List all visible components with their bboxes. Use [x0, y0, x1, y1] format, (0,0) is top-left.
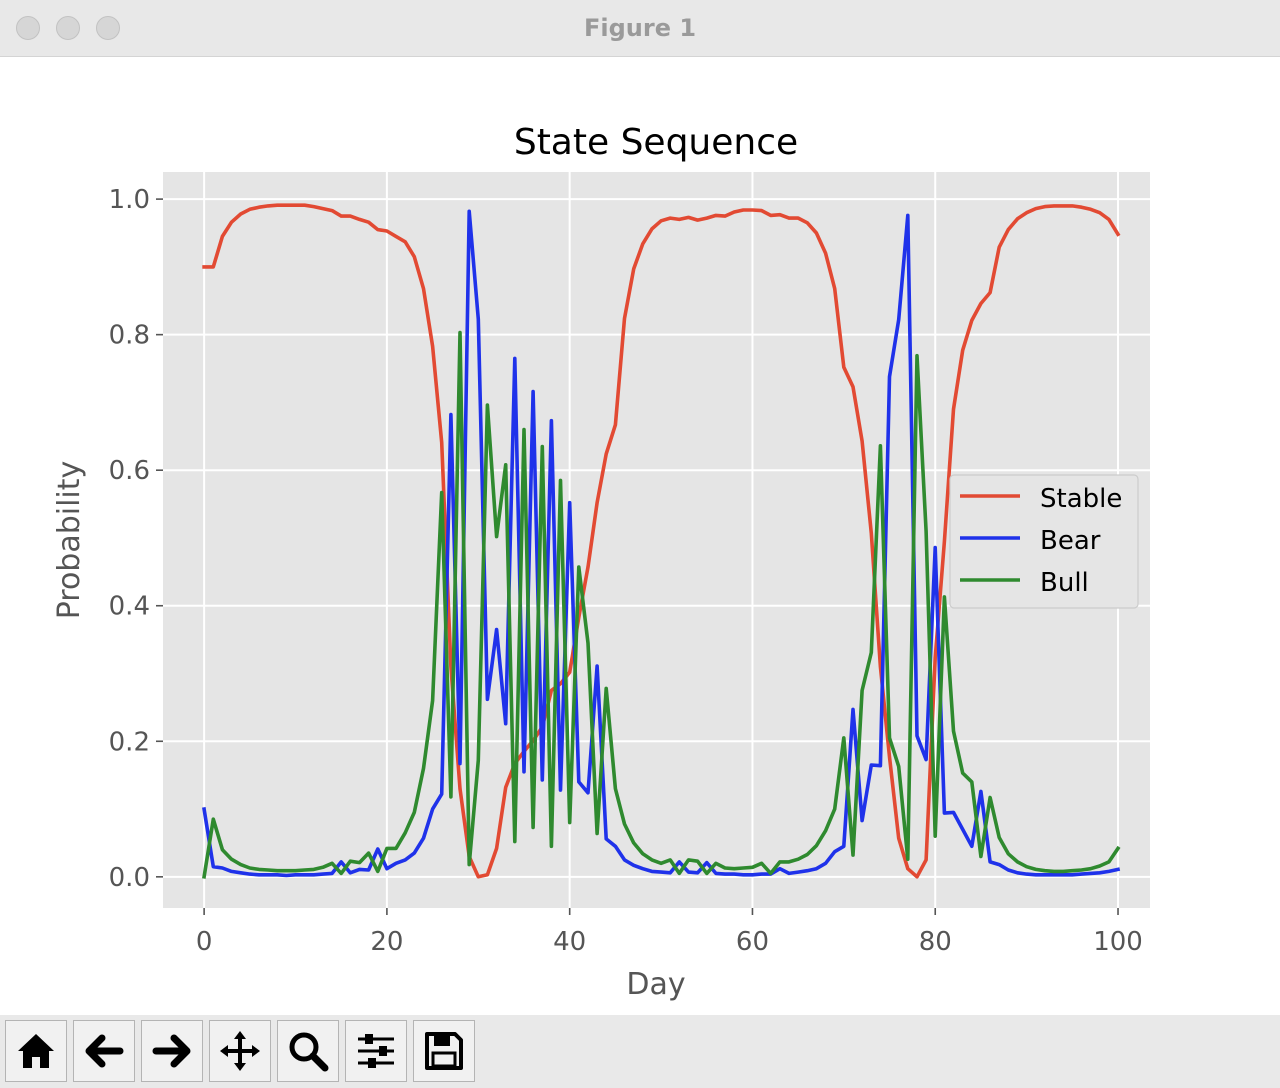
x-tick-label: 100 — [1093, 927, 1143, 957]
x-axis-label: Day — [626, 967, 685, 1002]
x-tick-label: 80 — [919, 927, 952, 957]
zoom-window-button[interactable] — [96, 16, 120, 40]
x-tick-label: 60 — [736, 927, 769, 957]
home-icon — [18, 1034, 54, 1068]
legend: Stable Bear Bull — [949, 474, 1139, 609]
legend-label-bull: Bull — [1040, 568, 1089, 598]
figure-canvas[interactable]: 0 20 40 60 80 100 0.0 0.2 0.4 0.6 0.8 1.0 State Se… — [0, 57, 1280, 1015]
legend-box — [949, 474, 1139, 609]
back-button[interactable] — [73, 1020, 135, 1082]
y-tick-label: 1.0 — [109, 185, 150, 215]
home-button[interactable] — [5, 1020, 67, 1082]
grid — [163, 172, 1150, 908]
state-sequence-chart[interactable]: 0 20 40 60 80 100 0.0 0.2 0.4 0.6 0.8 1.0 State Se… — [0, 57, 1280, 1015]
chart-title: State Sequence — [514, 122, 798, 163]
y-tick-label: 0.0 — [109, 863, 150, 893]
series-line-stable — [202, 203, 1121, 879]
window-titlebar: Figure 1 — [0, 0, 1280, 57]
x-tick-label: 0 — [196, 927, 213, 957]
window-title: Figure 1 — [583, 14, 697, 42]
save-button[interactable] — [413, 1020, 475, 1082]
series-line-bull — [202, 330, 1121, 879]
legend-label-bear: Bear — [1040, 526, 1101, 556]
arrow-left-icon — [85, 1034, 124, 1068]
x-axis-ticks: 0 20 40 60 80 100 — [196, 908, 1143, 957]
navigation-toolbar — [0, 1015, 1280, 1088]
configure-subplots-button[interactable] — [345, 1020, 407, 1082]
x-tick-label: 40 — [553, 927, 586, 957]
y-tick-label: 0.2 — [109, 727, 150, 757]
y-tick-label: 0.8 — [109, 321, 150, 351]
pan-button[interactable] — [209, 1020, 271, 1082]
y-axis-ticks: 0.0 0.2 0.4 0.6 0.8 1.0 — [109, 185, 163, 893]
x-tick-label: 20 — [370, 927, 403, 957]
series-line-bear — [202, 209, 1121, 878]
minimize-window-button[interactable] — [56, 16, 80, 40]
zoom-button[interactable] — [277, 1020, 339, 1082]
y-axis-label: Probability — [52, 461, 87, 620]
series-lines — [202, 203, 1121, 879]
close-window-button[interactable] — [16, 16, 40, 40]
y-tick-label: 0.4 — [109, 592, 150, 622]
y-tick-label: 0.6 — [109, 456, 150, 486]
arrow-right-icon — [152, 1034, 191, 1068]
floppy-disk-icon — [425, 1032, 463, 1070]
legend-label-stable: Stable — [1040, 484, 1122, 514]
move-icon — [220, 1031, 260, 1071]
sliders-icon — [358, 1034, 394, 1068]
forward-button[interactable] — [141, 1020, 203, 1082]
magnifier-icon — [289, 1032, 329, 1072]
